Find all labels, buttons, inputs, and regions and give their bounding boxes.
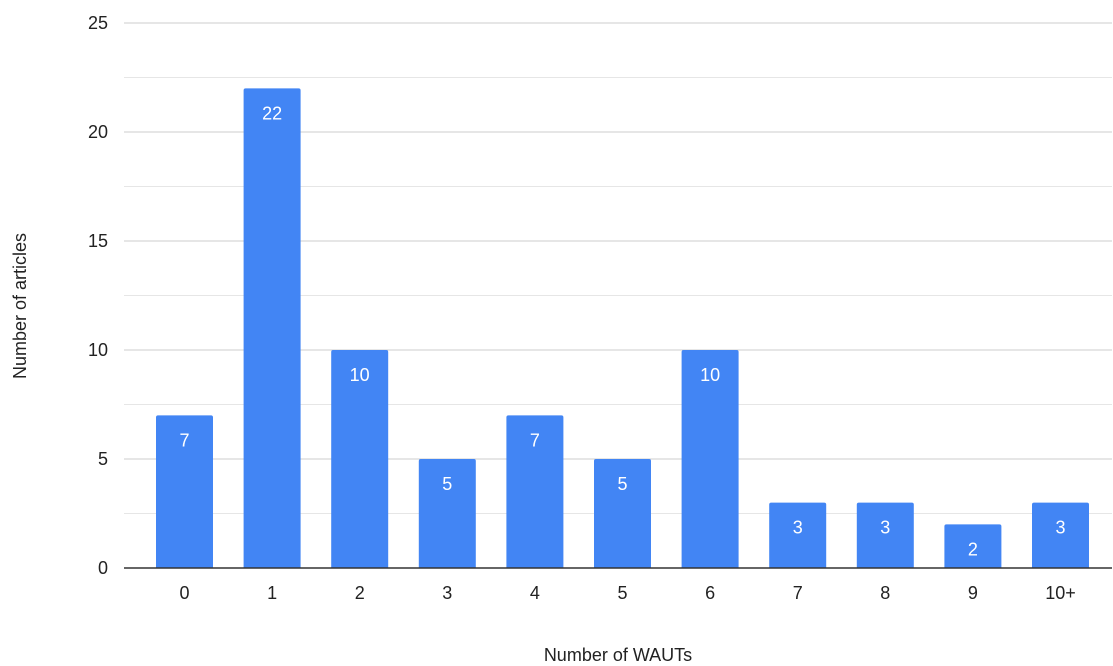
bar-10+ xyxy=(1032,502,1089,568)
bar-value-label: 22 xyxy=(262,103,282,123)
x-axis-title: Number of WAUTs xyxy=(544,645,692,665)
bar-7 xyxy=(769,502,827,568)
bar-value-label: 5 xyxy=(617,474,627,494)
bar-1 xyxy=(243,88,301,569)
x-tick-label: 10+ xyxy=(1045,583,1076,603)
bar-value-labels: 7 22 10 5 7 5 10 3 3 2 3 xyxy=(179,103,1065,559)
bar-3 xyxy=(418,459,476,568)
x-tick-label: 0 xyxy=(179,583,189,603)
y-axis-title: Number of articles xyxy=(10,233,30,379)
bar-2 xyxy=(331,350,389,568)
bars xyxy=(156,88,1089,569)
x-axis-ticks: 0 1 2 3 4 5 6 7 8 9 10+ xyxy=(179,583,1075,603)
bar-value-label: 2 xyxy=(968,539,978,559)
bar-value-label: 7 xyxy=(530,430,540,450)
bar-5 xyxy=(594,459,651,568)
y-tick-label: 0 xyxy=(98,558,108,578)
y-tick-label: 10 xyxy=(88,340,108,360)
bar-0 xyxy=(156,415,213,568)
x-tick-label: 6 xyxy=(705,583,715,603)
bar-value-label: 3 xyxy=(793,518,803,538)
x-tick-label: 9 xyxy=(968,583,978,603)
y-tick-label: 25 xyxy=(88,13,108,33)
x-tick-label: 8 xyxy=(880,583,890,603)
y-axis-ticks: 0 5 10 15 20 25 xyxy=(88,13,108,578)
bar-value-label: 3 xyxy=(880,518,890,538)
bar-value-label: 10 xyxy=(350,365,370,385)
y-tick-label: 5 xyxy=(98,449,108,469)
x-tick-label: 5 xyxy=(617,583,627,603)
bar-9 xyxy=(944,524,1002,568)
x-tick-label: 2 xyxy=(355,583,365,603)
y-tick-label: 20 xyxy=(88,122,108,142)
bar-value-label: 3 xyxy=(1055,518,1065,538)
bar-4 xyxy=(506,415,564,568)
x-tick-label: 1 xyxy=(267,583,277,603)
y-tick-label: 15 xyxy=(88,231,108,251)
bar-value-label: 7 xyxy=(179,430,189,450)
x-tick-label: 4 xyxy=(530,583,540,603)
x-tick-label: 3 xyxy=(442,583,452,603)
x-tick-label: 7 xyxy=(793,583,803,603)
bar-8 xyxy=(856,502,914,568)
bar-value-label: 10 xyxy=(700,365,720,385)
bar-value-label: 5 xyxy=(442,474,452,494)
bar-6 xyxy=(681,350,739,568)
